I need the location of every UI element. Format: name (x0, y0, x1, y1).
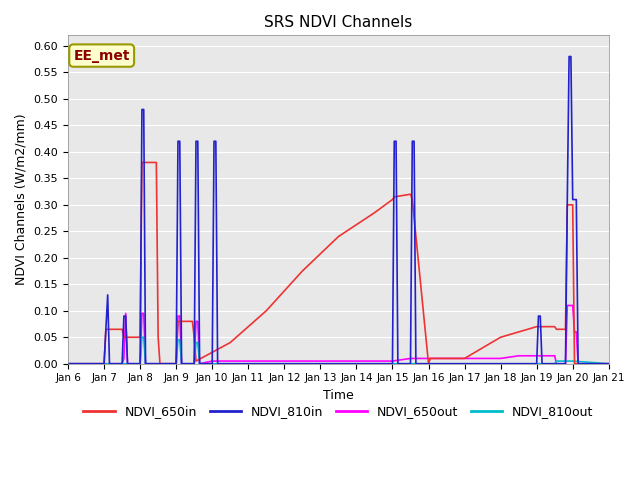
Title: SRS NDVI Channels: SRS NDVI Channels (264, 15, 413, 30)
Legend: NDVI_650in, NDVI_810in, NDVI_650out, NDVI_810out: NDVI_650in, NDVI_810in, NDVI_650out, NDV… (78, 400, 598, 423)
Text: EE_met: EE_met (74, 48, 130, 62)
Y-axis label: NDVI Channels (W/m2/mm): NDVI Channels (W/m2/mm) (15, 114, 28, 285)
X-axis label: Time: Time (323, 389, 354, 402)
